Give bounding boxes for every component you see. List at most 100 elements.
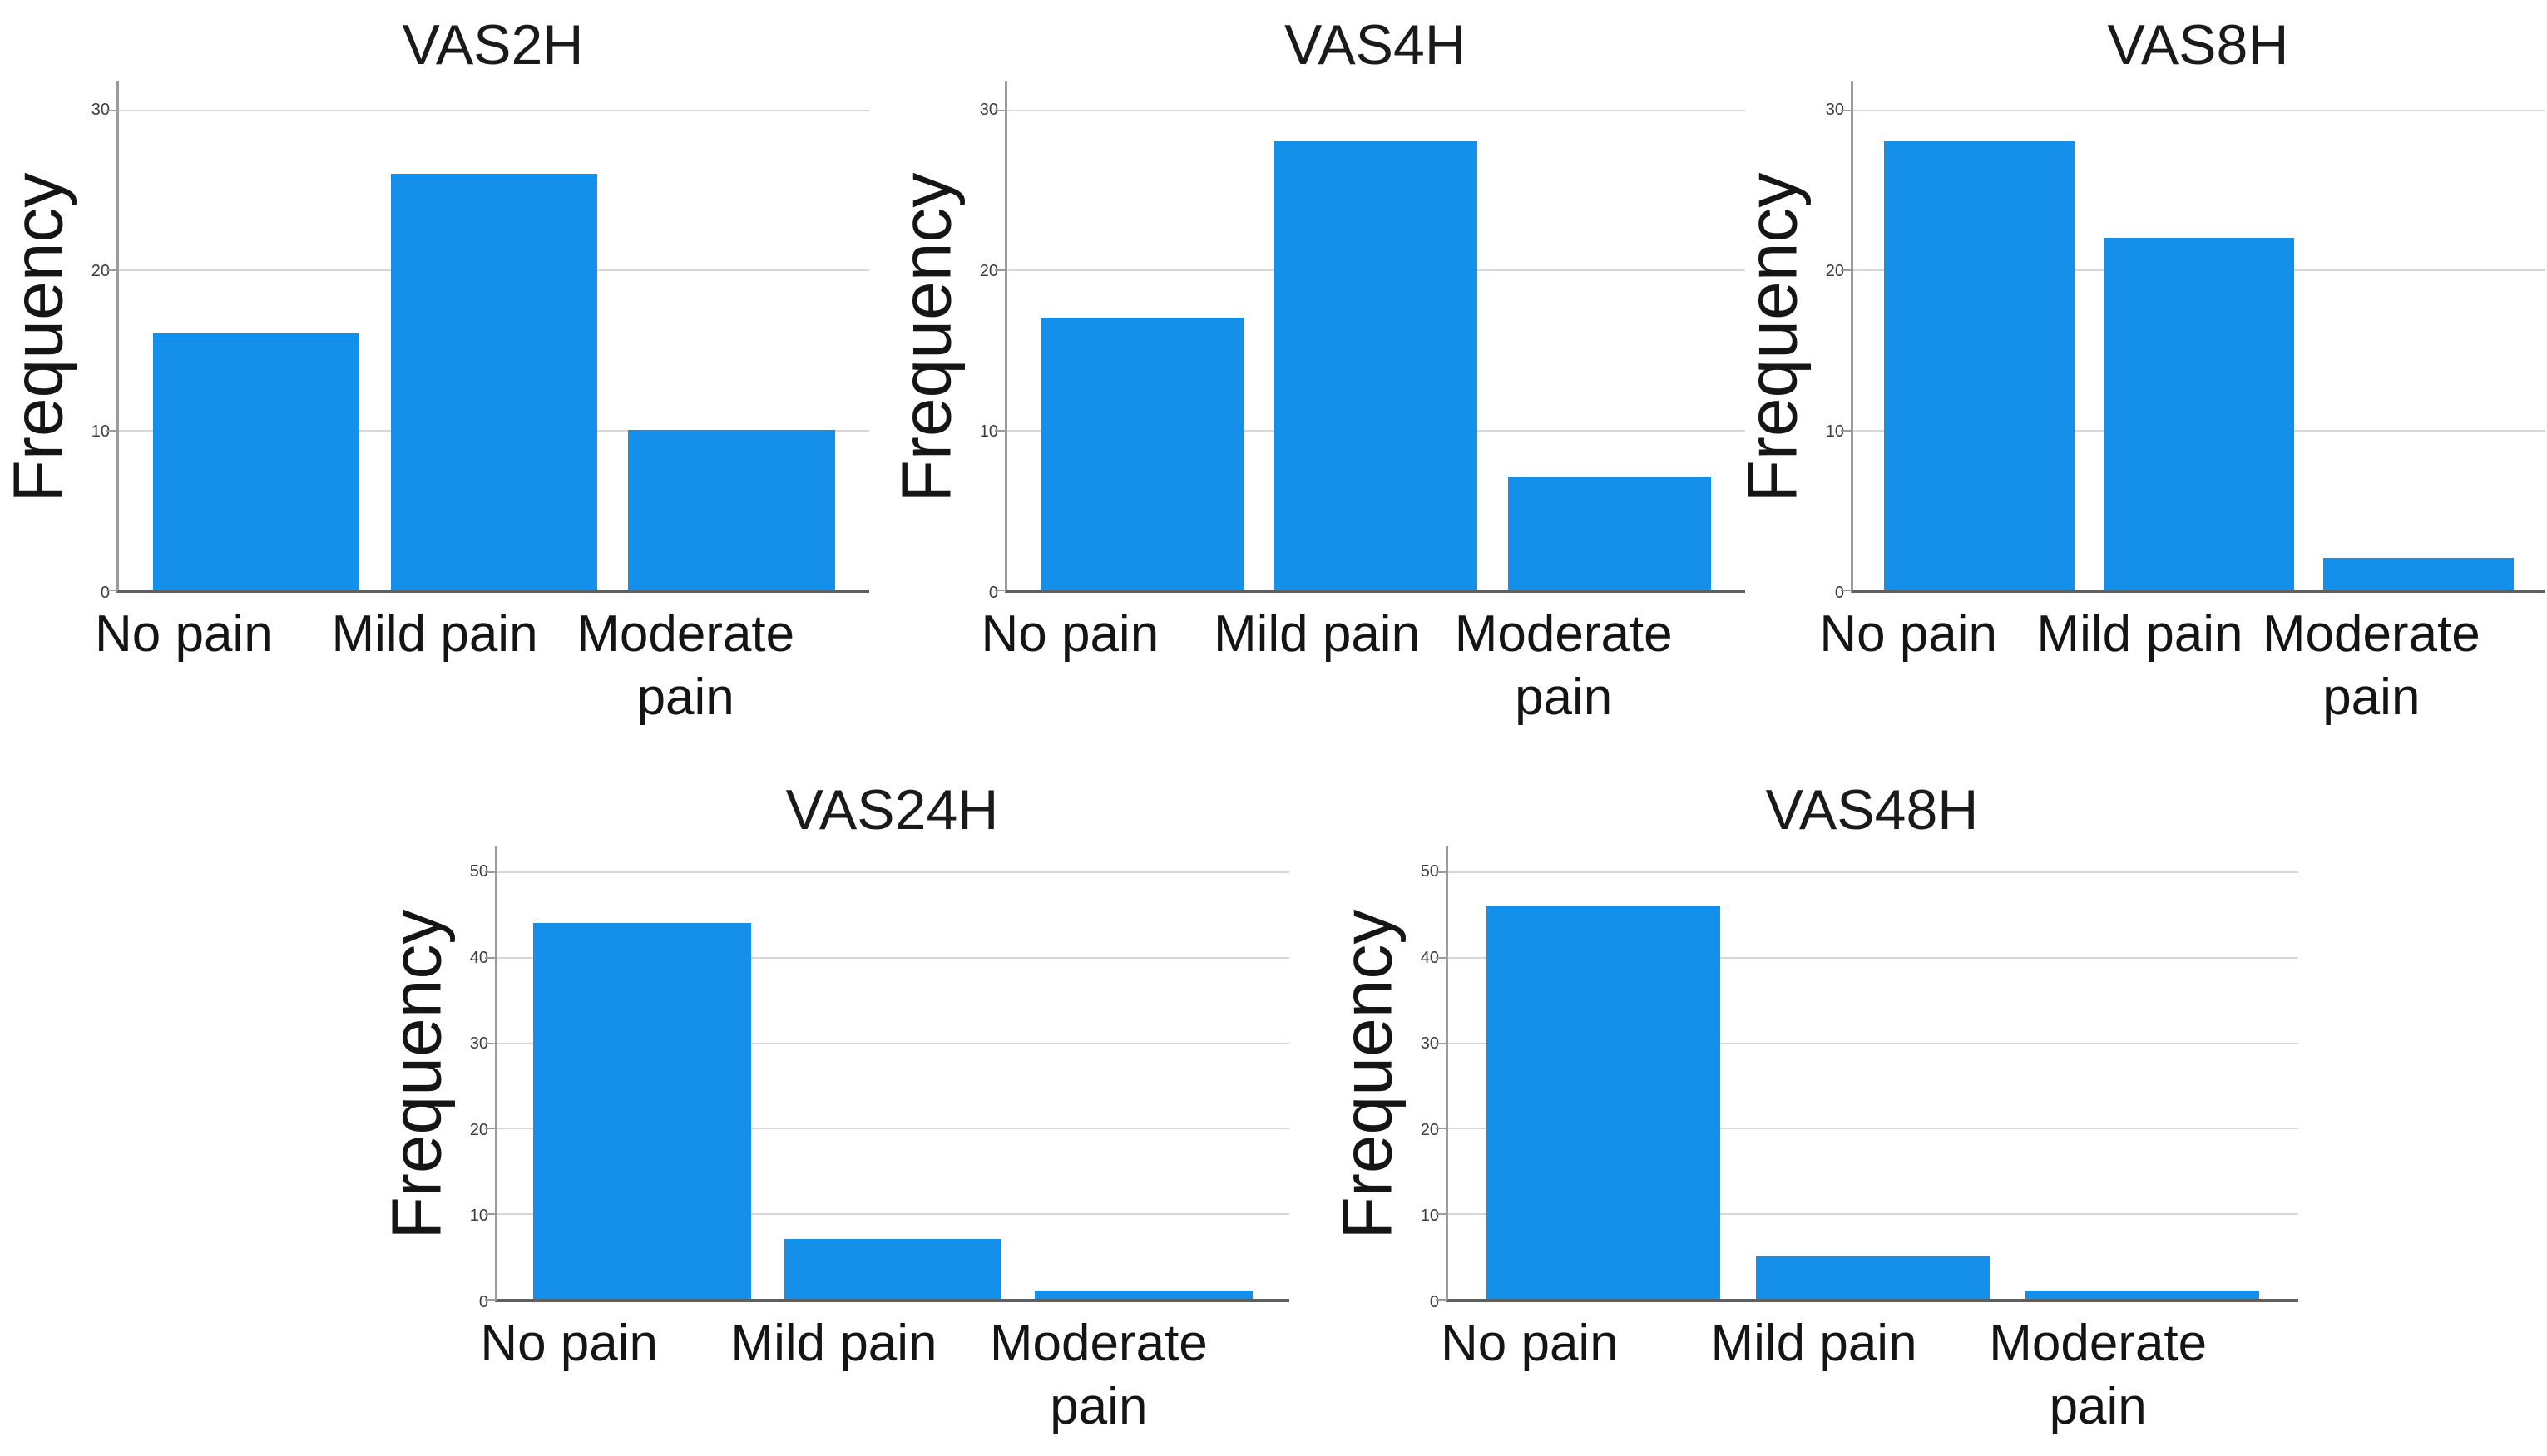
y-tickmark-30 bbox=[1841, 109, 1851, 111]
y-tickmark-0 bbox=[485, 1299, 495, 1301]
y-tick-label-10: 10 bbox=[469, 1207, 488, 1226]
chart-vas8h: VAS8H Frequency 0 10 20 30 No pain Mild pain… bbox=[1733, 8, 2545, 744]
y-tick-label-10: 10 bbox=[91, 422, 110, 442]
plot-area bbox=[106, 81, 869, 593]
y-tick-label-0: 0 bbox=[1834, 584, 1844, 602]
gridline-40 bbox=[497, 956, 1289, 959]
y-tick-label-0: 0 bbox=[988, 584, 998, 602]
x-category-label-mild-pain: Mild pain bbox=[730, 1315, 937, 1372]
chart-vas2h: VAS2H Frequency 0 10 20 30 No pain Mild pain… bbox=[0, 8, 869, 744]
x-axis-labels: No pain Mild pain Moderate pain bbox=[437, 1312, 1231, 1454]
y-axis-label: Frequency bbox=[887, 172, 966, 502]
y-tickmark-0 bbox=[106, 590, 116, 591]
gridline-40 bbox=[1448, 956, 2298, 959]
x-axis-labels: No pain Mild pain Moderate pain bbox=[1387, 1312, 2240, 1454]
bar-mild-pain bbox=[2104, 237, 2294, 590]
x-category-label-mild-pain: Mild pain bbox=[1213, 605, 1421, 663]
y-tickmark-50 bbox=[1436, 871, 1446, 873]
y-tickmark-30 bbox=[1436, 1042, 1446, 1044]
y-axis-ticks: 0 10 20 30 bbox=[77, 81, 116, 601]
y-tickmark-20 bbox=[485, 1128, 495, 1130]
y-tick-label-50: 50 bbox=[469, 862, 488, 881]
y-tickmark-10 bbox=[1841, 429, 1851, 432]
y-axis-label: Frequency bbox=[377, 909, 456, 1240]
chart-vas48h: VAS48H Frequency 0 10 20 30 40 50 No pain Mild… bbox=[1328, 773, 2298, 1454]
y-tickmark-10 bbox=[1436, 1213, 1446, 1216]
y-tick-label-10: 10 bbox=[1825, 422, 1844, 442]
x-category-label-no-pain: No pain bbox=[480, 1315, 659, 1372]
y-tick-label-20: 20 bbox=[979, 261, 998, 280]
y-tick-label-0: 0 bbox=[1429, 1293, 1439, 1311]
gridline-20 bbox=[1448, 1128, 2298, 1130]
y-tick-label-0: 0 bbox=[100, 584, 110, 602]
bar-mild-pain bbox=[390, 173, 597, 590]
y-axis-label: Frequency bbox=[1733, 172, 1812, 502]
y-tickmark-20 bbox=[106, 269, 116, 272]
y-tick-label-20: 20 bbox=[91, 261, 110, 280]
gridline-30 bbox=[119, 109, 869, 111]
y-axis-label-wrap: Frequency bbox=[1328, 846, 1407, 1302]
gridline-30 bbox=[497, 1042, 1289, 1044]
bar-mild-pain bbox=[1274, 141, 1478, 590]
chart-body: Frequency 0 10 20 30 40 50 bbox=[377, 846, 1289, 1310]
y-tickmark-20 bbox=[1436, 1128, 1446, 1130]
bar-no-pain bbox=[532, 922, 751, 1299]
x-category-label-moderate-pain: Moderate pain bbox=[1989, 1315, 2208, 1435]
bar-no-pain bbox=[1884, 141, 2075, 590]
y-axis-label-wrap: Frequency bbox=[377, 846, 456, 1302]
y-axis-ticks: 0 10 20 30 40 50 bbox=[455, 846, 495, 1310]
chart-title: VAS2H bbox=[402, 13, 584, 77]
y-tick-label-40: 40 bbox=[1420, 948, 1439, 967]
y-tick-label-20: 20 bbox=[469, 1120, 488, 1139]
x-category-label-no-pain: No pain bbox=[981, 605, 1160, 663]
chart-body: Frequency 0 10 20 30 bbox=[887, 81, 1745, 601]
plot-area bbox=[1436, 846, 2298, 1302]
y-tickmark-10 bbox=[995, 429, 1005, 432]
bar-moderate-pain bbox=[1508, 477, 1712, 590]
y-tick-label-10: 10 bbox=[1420, 1207, 1439, 1226]
x-category-label-no-pain: No pain bbox=[1440, 1315, 1619, 1372]
x-category-label-mild-pain: Mild pain bbox=[1710, 1315, 1917, 1372]
bar-moderate-pain bbox=[2025, 1290, 2259, 1299]
plot-area bbox=[1841, 81, 2545, 593]
gridline-30 bbox=[1853, 109, 2545, 111]
x-axis-labels: No pain Mild pain Moderate pain bbox=[947, 603, 1687, 744]
y-tickmark-0 bbox=[1841, 590, 1851, 591]
y-tickmark-40 bbox=[1436, 956, 1446, 959]
chart-vas24h: VAS24H Frequency 0 10 20 30 40 50 No pain Mild… bbox=[378, 773, 1289, 1454]
y-axis-ticks: 0 10 20 30 40 50 bbox=[1406, 846, 1446, 1310]
bar-no-pain bbox=[152, 333, 359, 590]
plot-area bbox=[485, 846, 1289, 1302]
y-tick-label-30: 30 bbox=[979, 100, 998, 119]
y-axis-label-wrap: Frequency bbox=[887, 81, 966, 593]
chart-title: VAS4H bbox=[1284, 13, 1466, 77]
y-tickmark-10 bbox=[485, 1213, 495, 1216]
y-tickmark-10 bbox=[106, 429, 116, 432]
chart-vas4h: VAS4H Frequency 0 10 20 30 No pain Mild pain… bbox=[888, 8, 1745, 744]
y-tickmark-0 bbox=[995, 590, 1005, 591]
y-axis-label: Frequency bbox=[1328, 909, 1407, 1240]
y-tickmark-0 bbox=[1436, 1299, 1446, 1301]
bar-no-pain bbox=[1040, 317, 1244, 590]
x-axis-labels: No pain Mild pain Moderate pain bbox=[58, 603, 811, 744]
chart-body: Frequency 0 10 20 30 bbox=[0, 81, 869, 601]
bar-moderate-pain bbox=[628, 429, 835, 590]
y-tick-label-40: 40 bbox=[469, 948, 488, 967]
chart-body: Frequency 0 10 20 30 40 50 bbox=[1328, 846, 2298, 1310]
x-category-label-moderate-pain: Moderate pain bbox=[2262, 605, 2480, 726]
y-axis-label: Frequency bbox=[0, 172, 77, 502]
bar-moderate-pain bbox=[2322, 557, 2514, 590]
gridline-50 bbox=[497, 871, 1289, 873]
gridline-30 bbox=[1007, 109, 1745, 111]
y-tick-label-20: 20 bbox=[1420, 1120, 1439, 1139]
y-tick-label-30: 30 bbox=[469, 1034, 488, 1054]
y-tickmark-30 bbox=[485, 1042, 495, 1044]
y-tickmark-50 bbox=[485, 871, 495, 873]
gridline-10 bbox=[497, 1213, 1289, 1216]
gridline-30 bbox=[1448, 1042, 2298, 1044]
y-tick-label-50: 50 bbox=[1420, 862, 1439, 881]
y-axis-label-wrap: Frequency bbox=[0, 81, 77, 593]
chart-body: Frequency 0 10 20 30 bbox=[1733, 81, 2545, 601]
chart-title: VAS24H bbox=[785, 778, 999, 842]
y-axis-label-wrap: Frequency bbox=[1733, 81, 1812, 593]
